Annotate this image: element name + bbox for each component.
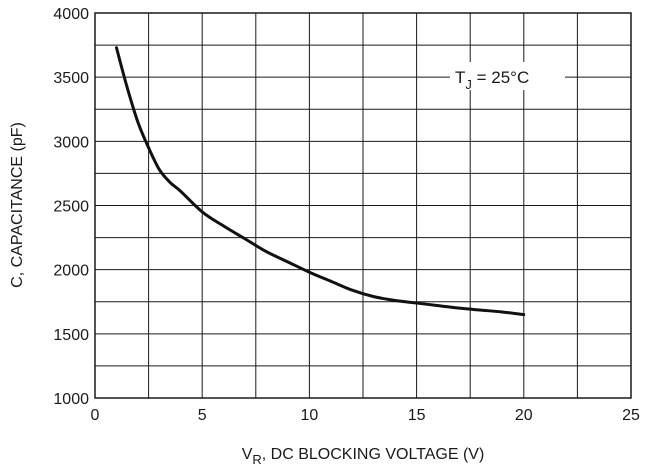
y-axis-label: C, CAPACITANCE (pF) bbox=[9, 122, 26, 288]
plot-frame bbox=[94, 12, 632, 399]
x-tick-label: 15 bbox=[408, 407, 426, 424]
x-tick-label: 10 bbox=[301, 407, 319, 424]
x-tick-label: 20 bbox=[515, 407, 533, 424]
y-tick-label: 3000 bbox=[53, 134, 89, 151]
y-tick-label: 3500 bbox=[53, 70, 89, 87]
x-tick-label: 0 bbox=[91, 407, 100, 424]
x-axis-label: VR, DC BLOCKING VOLTAGE (V) bbox=[242, 446, 485, 467]
annotation-background bbox=[450, 62, 565, 90]
x-tick-label: 25 bbox=[622, 407, 640, 424]
x-ticks: 0 5 10 15 20 25 bbox=[91, 407, 640, 424]
y-tick-label: 4000 bbox=[53, 6, 89, 23]
y-ticks: 1000 1500 2000 2500 3000 3500 4000 bbox=[53, 6, 89, 408]
x-tick-label: 5 bbox=[198, 407, 207, 424]
grid-lines bbox=[95, 13, 631, 398]
y-tick-label: 2500 bbox=[53, 199, 89, 216]
y-tick-label: 2000 bbox=[53, 263, 89, 280]
capacitance-curve bbox=[114, 46, 526, 317]
annotation-text: TJ = 25°C bbox=[455, 68, 529, 92]
y-tick-label: 1000 bbox=[53, 391, 89, 408]
y-tick-label: 1500 bbox=[53, 327, 89, 344]
